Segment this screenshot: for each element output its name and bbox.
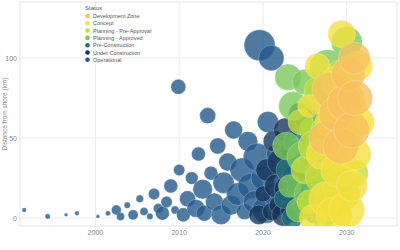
legend-label: Under Construction	[93, 50, 140, 56]
tick-label: 2030	[339, 229, 355, 236]
legend-swatch	[85, 28, 90, 33]
bubble	[200, 108, 216, 124]
bubble	[75, 211, 79, 215]
legend-swatch	[85, 14, 90, 19]
legend-label: Concept	[93, 20, 114, 26]
legend-label: Development Zone	[93, 13, 139, 19]
bubble	[171, 79, 186, 94]
tick-label: 2020	[255, 229, 271, 236]
bubble	[338, 42, 370, 74]
bubble	[334, 112, 370, 148]
bubble	[140, 208, 148, 216]
chart: 0 50 100 2000 2010 2020 2030 Distance from shor…	[0, 0, 400, 250]
legend-label: Planning - Pre-Approval	[93, 28, 151, 34]
tick-label: 2000	[88, 229, 104, 236]
axis-title: Distance from shore (km)	[1, 78, 9, 151]
bubble	[128, 210, 138, 220]
bubble	[161, 196, 172, 207]
bubble	[124, 202, 130, 208]
bubble	[155, 206, 169, 220]
bubble	[338, 81, 373, 116]
bubbles	[22, 20, 375, 226]
legend-swatch	[85, 58, 90, 63]
bubble	[117, 212, 125, 220]
bubble	[96, 215, 100, 219]
legend-swatch	[85, 43, 90, 48]
legend-title: Status	[85, 5, 102, 11]
legend-swatch	[85, 21, 90, 26]
legend-label: Planning - Approved	[93, 35, 143, 41]
tick-label: 50	[9, 135, 17, 142]
bubble	[336, 171, 367, 202]
legend: Status Development ZoneConcept Planning - …	[85, 5, 151, 63]
bubble	[148, 188, 159, 199]
tick-label: 2010	[171, 229, 187, 236]
bubble	[174, 164, 185, 175]
legend-label: Pre-Construction	[93, 42, 134, 48]
bubble	[45, 214, 50, 219]
bubble	[105, 211, 110, 216]
tick-label: 100	[5, 55, 17, 62]
legend-label: Operational	[93, 57, 121, 63]
bubble	[147, 213, 153, 219]
bubble	[164, 179, 178, 193]
legend-swatch	[85, 36, 90, 41]
plot-frame	[20, 2, 397, 226]
tick-label: 0	[13, 215, 17, 222]
bubble	[64, 213, 68, 217]
bubble	[192, 147, 206, 161]
bubble	[22, 208, 26, 212]
grid-line	[179, 2, 180, 226]
legend-swatch	[85, 50, 90, 55]
bubble	[210, 138, 226, 154]
bubble	[136, 195, 144, 203]
